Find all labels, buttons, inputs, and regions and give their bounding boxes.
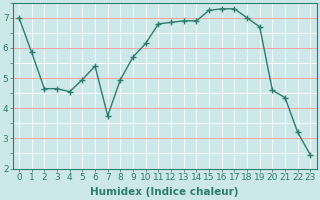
X-axis label: Humidex (Indice chaleur): Humidex (Indice chaleur) [91, 187, 239, 197]
